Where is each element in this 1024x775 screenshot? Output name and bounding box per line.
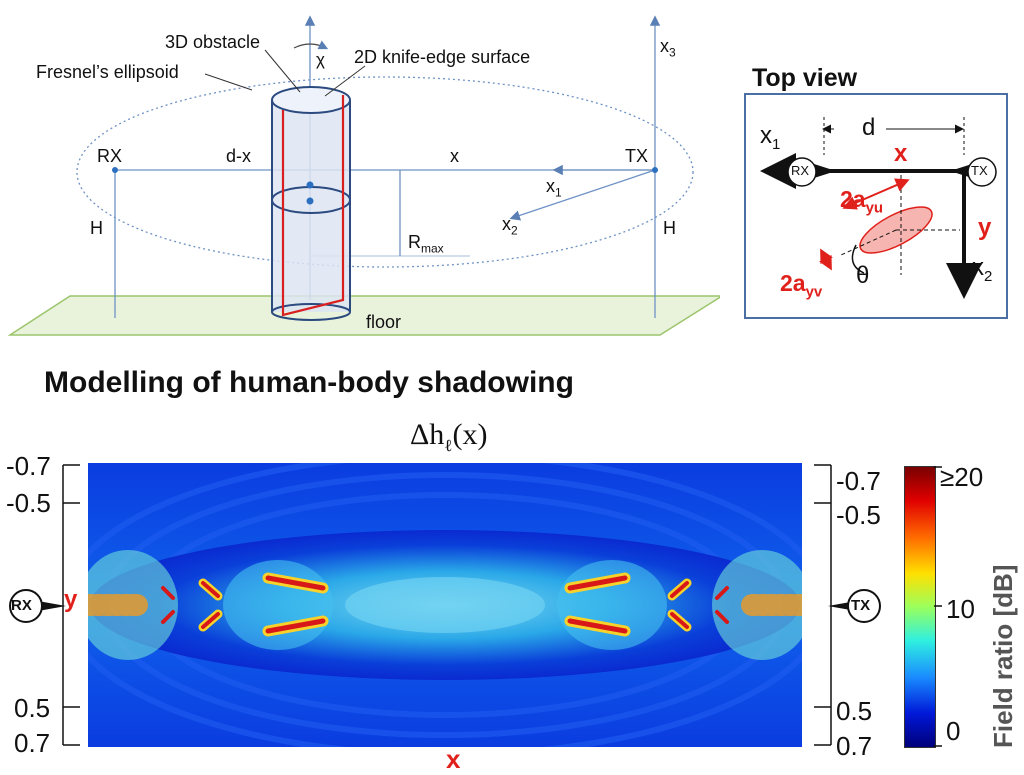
x3-label: x3	[660, 36, 676, 60]
x1-label: x1	[546, 176, 562, 200]
right-y-axis	[814, 464, 832, 746]
geometry-diagram	[7, 15, 720, 336]
tv-tx-label: TX	[971, 163, 988, 178]
tv-d-label: d	[862, 114, 876, 141]
heatmap-rx-marker	[9, 589, 66, 623]
ellipsoid-label: Fresnel’s ellipsoid	[36, 62, 179, 82]
obstacle-label: 3D obstacle	[165, 32, 261, 52]
tx-label: TX	[625, 146, 649, 166]
top-view-title: Top view	[752, 64, 858, 92]
colorbar-ticks	[934, 466, 942, 747]
heatmap-image	[88, 463, 802, 747]
colorbar	[904, 466, 936, 748]
top-view-diagram	[760, 117, 997, 299]
tv-theta-label: θ	[856, 262, 870, 289]
section-heading: Modelling of human-body shadowing	[44, 366, 574, 399]
left-tick-4: 0.7	[14, 728, 51, 758]
knife-edge-label: 2D knife-edge surface	[354, 47, 531, 67]
right-tick-3: 0.5	[836, 696, 873, 726]
x2-label: x2	[502, 214, 518, 238]
right-tick-2: -0.5	[836, 500, 881, 530]
left-y-axis	[62, 464, 80, 746]
x-label: x	[450, 146, 459, 166]
tv-rx-label: RX	[791, 163, 810, 178]
rmax-label: Rmax	[408, 232, 444, 256]
h-left-label: H	[90, 218, 103, 238]
heatmap-title: Δhℓ(x)	[410, 418, 488, 455]
knife-edge	[281, 95, 345, 317]
rx-label: RX	[97, 146, 123, 166]
heatmap-rx-label: RX	[11, 597, 32, 614]
left-tick-1: -0.7	[6, 451, 51, 481]
tv-x-label: x	[894, 140, 908, 167]
colorbar-label: Field ratio [dB]	[988, 564, 1018, 748]
left-tick-2: -0.5	[6, 488, 51, 518]
h-right-label: H	[663, 218, 676, 238]
heatmap-tx-marker	[828, 589, 881, 623]
heatmap-x-label: x	[446, 744, 461, 774]
floor-label: floor	[366, 312, 402, 332]
colorbar-tick-min: 0	[946, 716, 961, 746]
d-minus-x-label: d-x	[226, 146, 252, 166]
rotation-label: χ	[316, 50, 325, 69]
right-tick-1: -0.7	[836, 466, 881, 496]
obstacle-cylinder	[272, 100, 350, 312]
tv-y-label: y	[978, 214, 992, 241]
heatmap-tx-label: TX	[851, 597, 871, 614]
heatmap-y-label: y	[64, 586, 78, 613]
left-tick-3: 0.5	[14, 693, 51, 723]
tv-a-yu-label: 2ayu	[840, 186, 884, 217]
right-tick-4: 0.7	[836, 731, 873, 761]
tv-x2-label: x2	[972, 254, 993, 285]
fresnel-ellipsoid	[76, 76, 694, 268]
tv-x1-label: x1	[760, 122, 781, 153]
tv-a-yv-label: 2ayv	[780, 270, 823, 301]
colorbar-tick-mid: 10	[946, 594, 975, 624]
floor-plane	[7, 295, 720, 336]
colorbar-tick-max: ≥20	[940, 462, 984, 492]
